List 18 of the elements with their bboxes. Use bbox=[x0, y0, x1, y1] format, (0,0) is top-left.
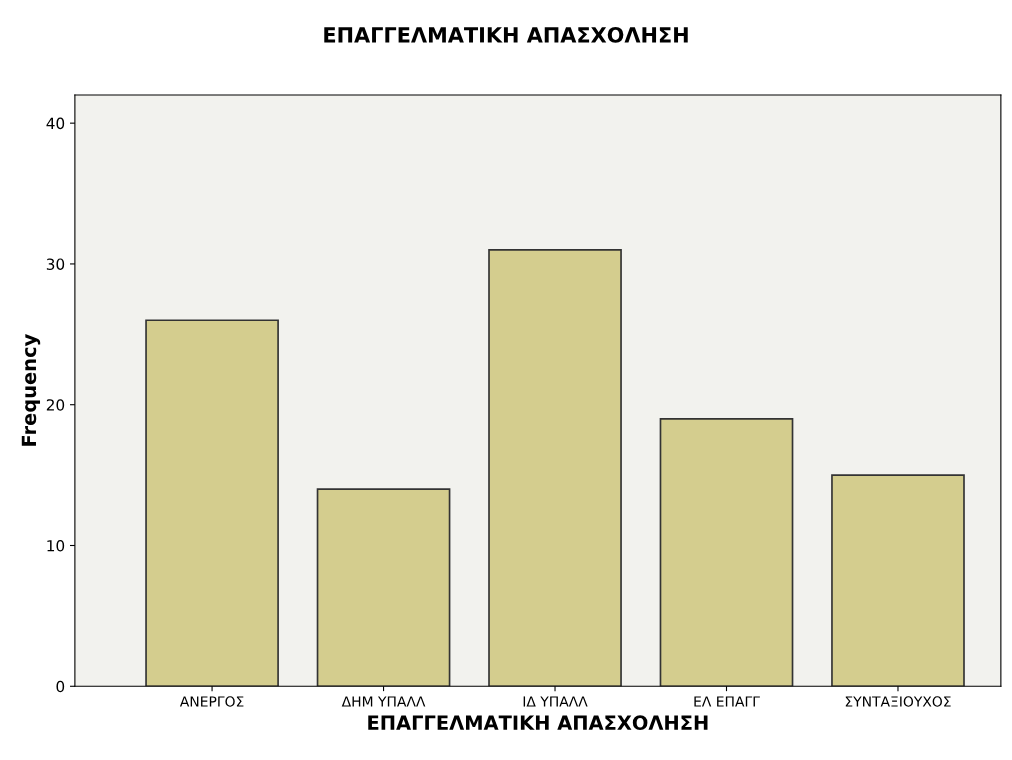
y-axis-title: Frequency bbox=[21, 334, 41, 446]
y-tick-label: 40 bbox=[46, 117, 65, 130]
bar bbox=[316, 488, 451, 687]
x-tick-label: ΑΝΕΡΓΟΣ bbox=[179, 696, 244, 707]
x-tick-label: ΔΗΜ ΥΠΑΛΛ bbox=[341, 696, 426, 707]
x-tick-label: ΕΛ ΕΠΑΓΓ bbox=[694, 696, 760, 707]
y-tick-label: 30 bbox=[46, 258, 65, 270]
bar bbox=[659, 417, 794, 687]
chart-title: ΕΠΑΓΓΕΛΜΑΤΙΚΗ ΑΠΑΣΧΟΛΗΣΗ bbox=[324, 26, 688, 43]
bar bbox=[831, 474, 965, 687]
y-tick-label: 0 bbox=[56, 680, 65, 693]
bar bbox=[488, 249, 622, 687]
x-axis-title: ΕΠΑΓΓΕΛΜΑΤΙΚΗ ΑΠΑΣΧΟΛΗΣΗ bbox=[368, 715, 708, 731]
y-tick-label: 10 bbox=[47, 539, 65, 552]
x-tick-label: ΙΔ ΥΠΑΛΛ bbox=[523, 696, 588, 707]
bar bbox=[145, 319, 279, 687]
y-tick-label: 20 bbox=[46, 399, 65, 411]
x-tick-label: ΣΥΝΤΑΞΙΟΥΧΟΣ bbox=[845, 696, 951, 707]
